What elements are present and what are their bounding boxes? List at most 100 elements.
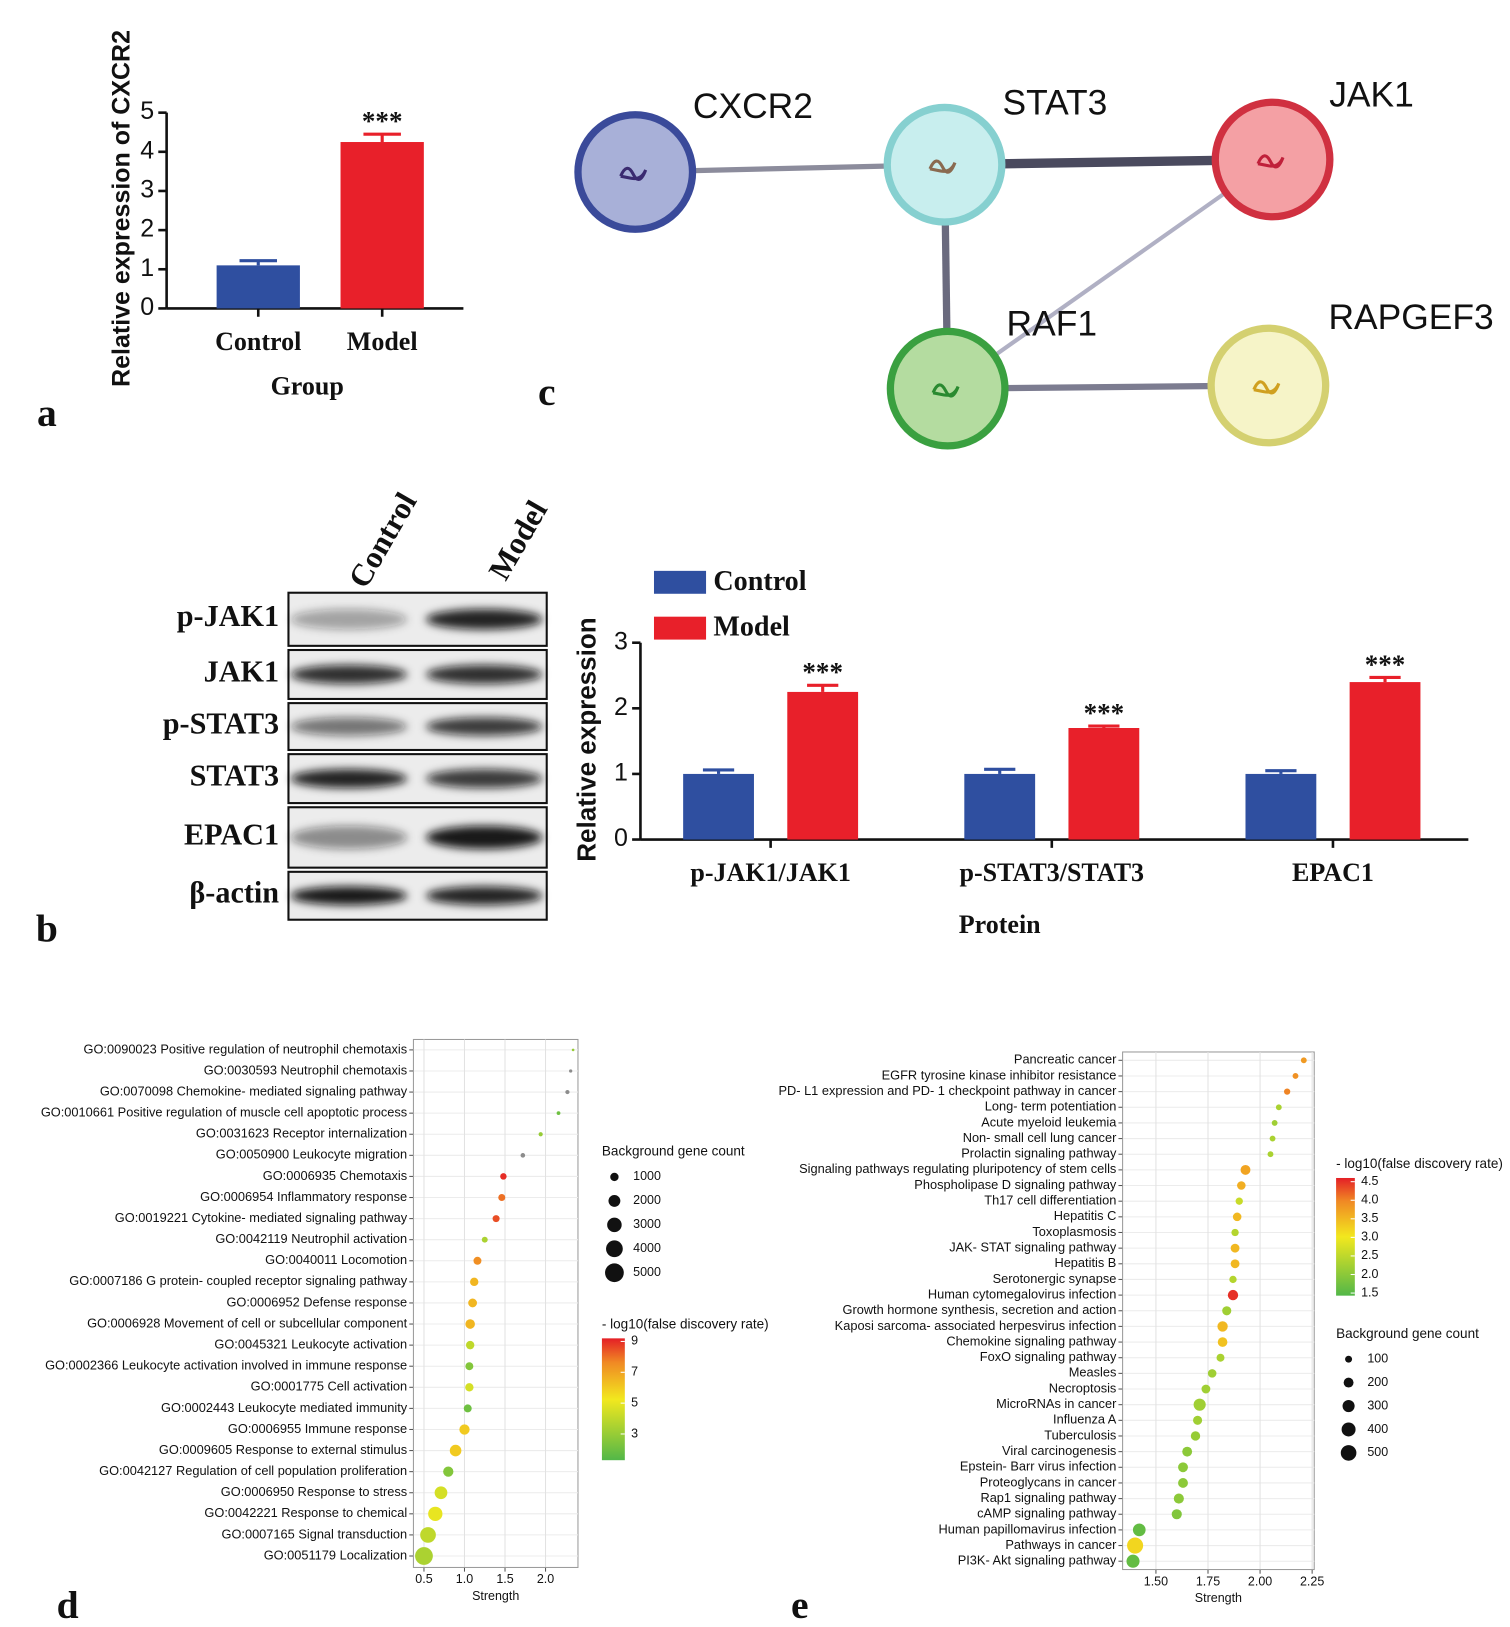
colorbar-label: 3 <box>631 1426 638 1440</box>
dot <box>449 1444 462 1457</box>
category-label: GO:0001775 Cell activation <box>251 1379 408 1394</box>
category-label: GO:0051179 Localization <box>264 1547 407 1562</box>
category-label: GO:0042221 Response to chemical <box>204 1505 407 1520</box>
legend-dot <box>1345 1355 1353 1363</box>
dot <box>1201 1384 1211 1394</box>
category-label: GO:0006952 Defense response <box>226 1294 407 1309</box>
band <box>290 717 408 736</box>
category-label: GO:0006935 Chemotaxis <box>263 1168 407 1183</box>
dot <box>500 1173 507 1180</box>
category-label: GO:0006928 Movement of cell or subcellul… <box>87 1315 408 1330</box>
dot <box>498 1194 506 1202</box>
dot <box>465 1362 474 1371</box>
dot <box>465 1319 475 1329</box>
category-label: Measles <box>1069 1365 1117 1380</box>
dot <box>420 1527 436 1543</box>
x-axis-title: Strength <box>472 1589 519 1603</box>
colorbar-label: 9 <box>631 1334 638 1348</box>
category-label: GO:0045321 Leukocyte activation <box>214 1336 407 1351</box>
category-label: GO:0019221 Cytokine- mediated signaling … <box>115 1210 408 1225</box>
dot <box>1229 1275 1237 1284</box>
dot <box>1216 1353 1225 1362</box>
y-tick-label: 0 <box>140 293 154 321</box>
colorbar <box>601 1338 625 1461</box>
y-tick-label: 1 <box>614 759 628 787</box>
category-label: Tuberculosis <box>1044 1427 1116 1442</box>
legend-label: 1000 <box>633 1169 661 1183</box>
node-label: RAF1 <box>1007 303 1097 343</box>
dot <box>434 1486 448 1500</box>
y-axis-title: Relative expression of CXCR2 <box>107 30 135 387</box>
protein-structure <box>931 383 960 398</box>
dot <box>1300 1057 1307 1064</box>
node-label: STAT3 <box>1002 83 1107 123</box>
category-label: GO:0042119 Neutrophil activation <box>215 1231 407 1246</box>
dot <box>459 1424 470 1435</box>
category-label: Toxoplasmosis <box>1032 1224 1116 1239</box>
legend-title: Background gene count <box>602 1144 745 1159</box>
dot <box>1237 1181 1246 1190</box>
node <box>1211 98 1334 221</box>
dot <box>571 1048 575 1052</box>
band <box>425 717 543 736</box>
dot <box>1217 1337 1228 1347</box>
y-tick-label: 0 <box>614 824 628 852</box>
dot <box>1267 1151 1274 1158</box>
category-label: Serotonergic synapse <box>993 1271 1117 1286</box>
lane-label: Model <box>481 494 554 585</box>
x-tick-label: 1.0 <box>456 1572 473 1586</box>
dot <box>1227 1289 1239 1301</box>
bar <box>1349 682 1421 840</box>
category-label: GO:0006950 Response to stress <box>221 1484 407 1499</box>
x-tick-label: Model <box>347 327 418 356</box>
legend-label: 300 <box>1367 1398 1388 1412</box>
y-tick-label: 1 <box>140 254 154 282</box>
colorbar-label: 3.5 <box>1361 1211 1378 1225</box>
dot <box>1207 1369 1217 1378</box>
node-label: RAPGEF3 <box>1328 297 1493 337</box>
dot <box>465 1340 475 1350</box>
colorbar-label: 2.0 <box>1361 1267 1378 1281</box>
y-tick-label: 3 <box>140 176 154 204</box>
panel-label: c <box>538 370 556 414</box>
dot <box>443 1466 454 1477</box>
dot <box>1222 1306 1232 1316</box>
legend-title: - log10(false discovery rate) <box>602 1316 769 1331</box>
category-label: Rap1 signaling pathway <box>980 1490 1116 1505</box>
protein-structure <box>928 159 957 174</box>
bar <box>216 265 300 309</box>
colorbar-label: 7 <box>631 1365 638 1379</box>
dot <box>415 1547 433 1565</box>
x-tick-label: p-JAK1/JAK1 <box>690 858 850 887</box>
colorbar-label: 5 <box>631 1395 638 1409</box>
legend-label: 400 <box>1367 1422 1388 1436</box>
dot <box>1178 1462 1188 1473</box>
dot <box>468 1298 477 1308</box>
category-label: PI3K- Akt signaling pathway <box>958 1553 1117 1568</box>
category-label: GO:0090023 Positive regulation of neutro… <box>84 1041 408 1056</box>
colorbar-label: 2.5 <box>1361 1248 1378 1262</box>
band <box>425 886 543 906</box>
category-label: Acute myeloid leukemia <box>981 1114 1117 1129</box>
x-tick-label: 2.0 <box>537 1572 554 1586</box>
category-label: GO:0010661 Positive regulation of muscle… <box>41 1105 407 1120</box>
dot <box>1182 1446 1193 1457</box>
y-axis-title: Relative expression <box>571 617 601 861</box>
dot <box>492 1215 500 1223</box>
legend-label: Control <box>713 566 806 597</box>
panel-label: b <box>36 906 58 950</box>
y-tick-label: 2 <box>614 693 628 721</box>
x-tick-label: 1.5 <box>496 1572 513 1586</box>
category-label: Prolactin signaling pathway <box>961 1146 1117 1161</box>
dot <box>1126 1554 1140 1568</box>
legend-label: 4000 <box>633 1241 661 1255</box>
dot <box>556 1111 561 1116</box>
category-label: Phospholipase D signaling pathway <box>914 1177 1117 1192</box>
x-tick-label: 2.25 <box>1300 1574 1324 1588</box>
dot <box>1275 1104 1282 1111</box>
legend-label: 200 <box>1367 1375 1388 1389</box>
dot <box>1127 1537 1144 1554</box>
colorbar-label: 4.5 <box>1361 1174 1378 1188</box>
category-label: GO:0006955 Immune response <box>228 1421 407 1436</box>
dot <box>1132 1523 1146 1537</box>
